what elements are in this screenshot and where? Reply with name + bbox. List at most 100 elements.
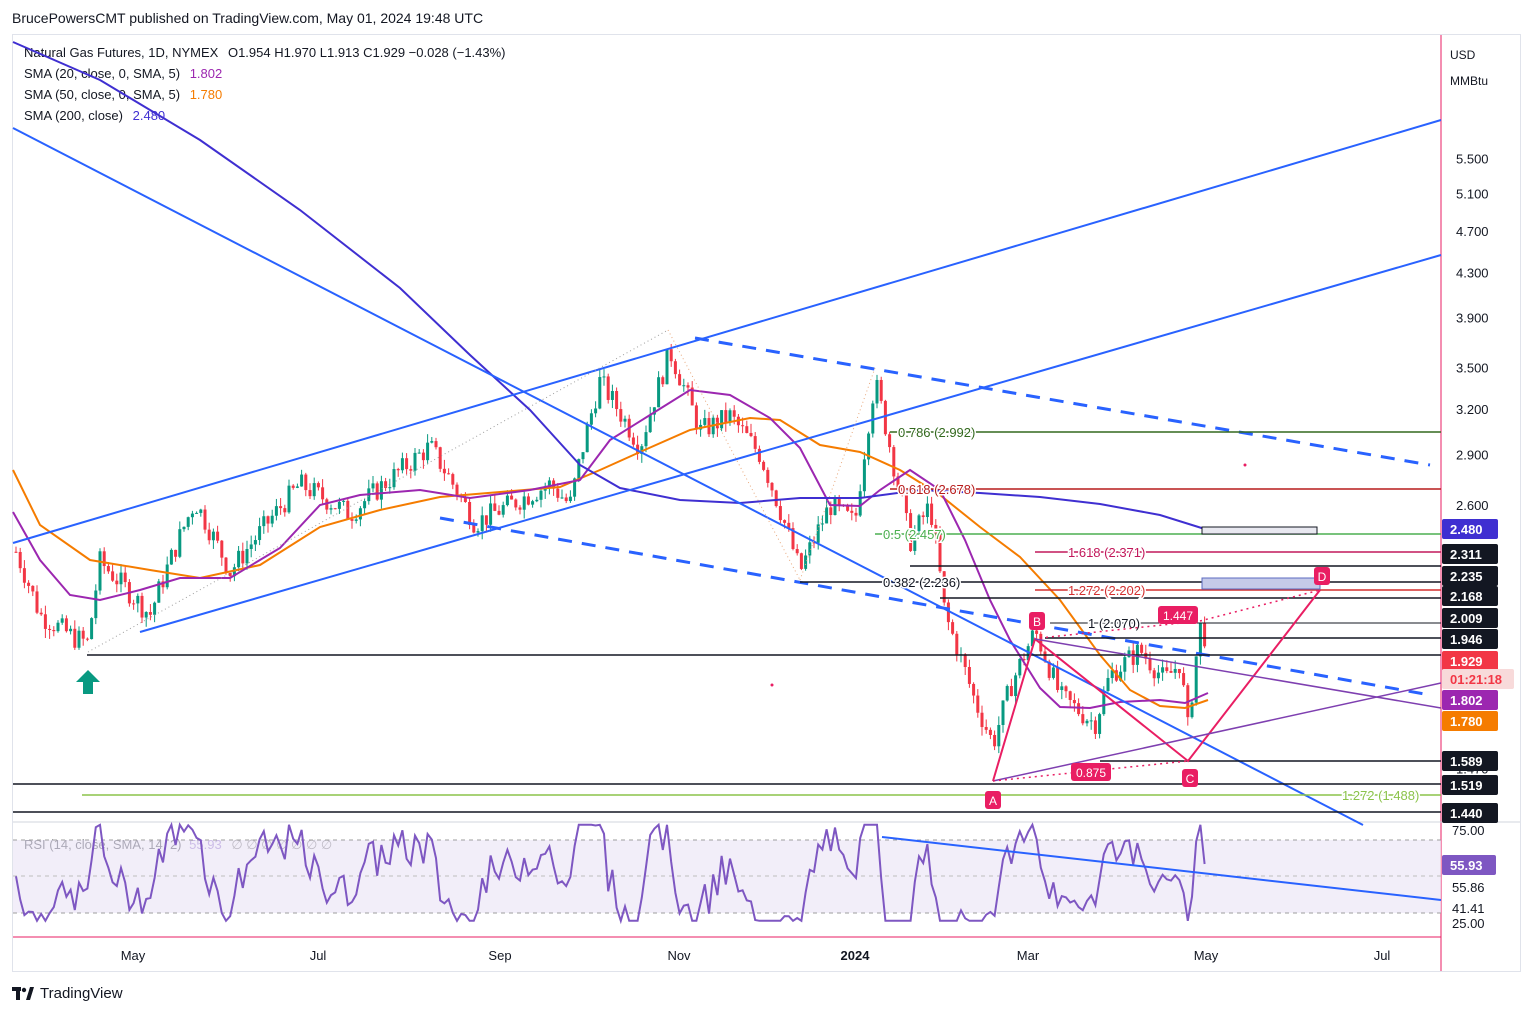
sma50-legend[interactable]: SMA (50, close, 0, SMA, 5) 1.780 [24,87,222,102]
candle-body [295,486,299,488]
candle-body [157,581,161,603]
candle-body [52,630,56,632]
candle-body [35,591,39,613]
symbol-legend[interactable]: Natural Gas Futures, 1D, NYMEX O1.954 H1… [24,45,506,60]
candle-body [182,526,186,530]
candle-body [1005,686,1009,701]
candle-body [715,417,719,429]
candle-body [808,542,812,556]
candle-body [417,452,421,454]
sma20-line [12,388,1209,710]
candle-body [199,509,203,513]
candle-body [501,505,505,515]
fib-level-label: 1.618 (2.371) [1068,545,1145,560]
candle-body [728,410,732,423]
candle-body [447,473,451,475]
sma20-legend[interactable]: SMA (20, close, 0, SMA, 5) 1.802 [24,66,222,81]
candle-body [602,376,606,378]
candle-body [573,478,577,497]
sma20-value: 1.802 [189,66,223,81]
candle-body [678,374,682,386]
rsi-tick-label: 75.00 [1452,823,1485,838]
pattern-point-label: B [1033,615,1041,629]
candle-body [690,387,694,406]
candle-body [472,524,476,533]
sma200-legend[interactable]: SMA (200, close) 2.480 [24,108,165,123]
candle-body [442,468,446,474]
candle-body [1144,652,1148,659]
price-tag-label: 2.009 [1450,611,1483,626]
x-tick-label: May [1194,948,1219,963]
candle-body [1072,699,1076,704]
rsi-tick-label: 55.86 [1452,880,1485,895]
candle-body [581,452,585,460]
x-tick-label: Jul [310,948,327,963]
y-tick-label: 5.100 [1456,186,1489,201]
dot-marker [1243,463,1247,467]
candle-body [669,349,673,362]
candle-body [476,531,480,533]
price-tag-label: 2.311 [1450,547,1482,562]
candle-body [900,487,904,496]
candle-body [615,391,619,410]
price-tag-label: 1.440 [1450,806,1483,821]
price-tag-label: 1.589 [1450,754,1483,769]
rsi-value-tag-label: 55.93 [1450,858,1483,873]
ratio-badge [1158,606,1198,624]
candle-body [858,491,862,516]
price-tag-box [1442,651,1498,671]
lower-dashed-line [439,516,1431,697]
candle-body [232,567,236,577]
candle-body [300,474,304,487]
candle-body [560,497,564,499]
candle-body [883,400,887,435]
candle-body [186,517,190,527]
candle-body [997,725,1001,747]
candle-body [854,512,858,516]
candle-body [917,515,921,532]
candle-body [518,507,522,510]
x-tick-label: Sep [488,948,511,963]
candle-body [1009,686,1013,697]
candle-body [132,603,136,605]
candle-body [1106,677,1110,691]
candle-body [930,503,934,525]
price-tag-label: 1.802 [1450,693,1483,708]
candle-body [631,437,635,445]
candle-body [1098,714,1102,734]
candle-body [1068,691,1072,700]
y-tick-label: 4.300 [1456,265,1489,280]
currency-sub: MMBtu [1450,74,1489,88]
candle-body [1060,686,1064,690]
candle-body [598,377,602,409]
footer-brand[interactable]: TradingView [12,985,123,1002]
candle-body [568,496,572,502]
candle-body [426,442,430,461]
candle-body [988,729,992,735]
candle-body [606,376,610,400]
candle-body [371,483,375,489]
price-tag-label: 1.780 [1450,714,1483,729]
candle-body [161,581,165,588]
candle-body [623,418,627,422]
candle-body [321,487,325,500]
candle-body [514,499,518,508]
candle-body [216,531,220,541]
currency-selector[interactable]: USD MMBtu [1450,42,1488,94]
ratio-badge [1071,763,1111,781]
candle-body [350,519,354,521]
candle-body [245,549,249,564]
sma50-label: SMA (50, close, 0, SMA, 5) [24,87,181,102]
candle-body [640,446,644,454]
zone-box-upper [1201,526,1318,535]
y-tick-label: 2.600 [1456,498,1489,513]
candle-body [564,497,568,502]
candle-body [346,500,350,520]
price-tag-box [1442,566,1498,586]
pattern-resistance-line [1034,638,1442,709]
candle-body [48,628,52,631]
candle-body [1022,658,1026,661]
candle-body [749,432,753,437]
candle-body [304,474,308,491]
